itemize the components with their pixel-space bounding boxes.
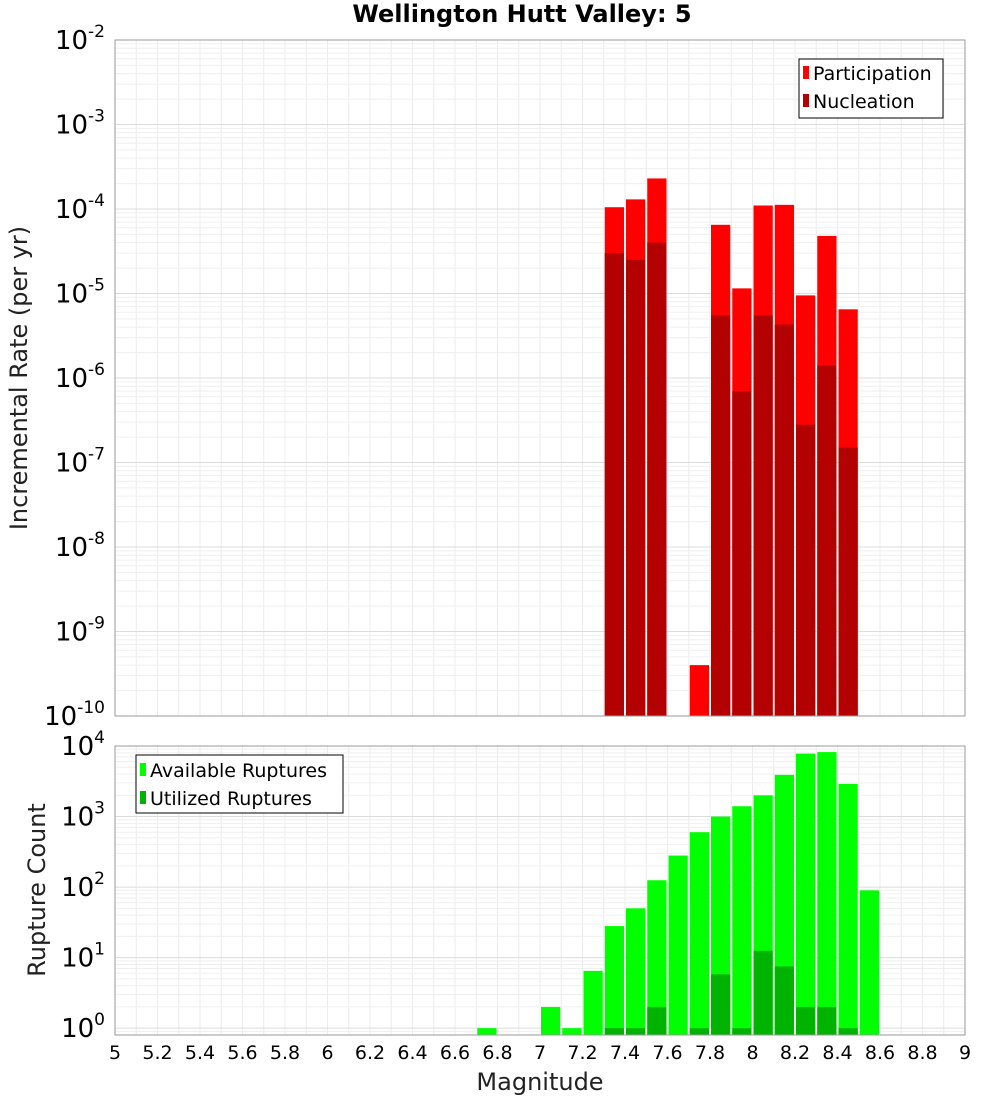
top-y-axis-label: Incremental Rate (per yr)	[5, 226, 33, 530]
x-tick-label: 7	[534, 1042, 546, 1064]
top-bar-nucleation	[774, 324, 794, 716]
x-tick-label: 6.2	[355, 1042, 385, 1064]
x-tick-label: 5.6	[227, 1042, 257, 1064]
top-y-tick-label: 10-6	[55, 360, 105, 394]
bottom-bar-utilized-ruptures	[689, 1028, 709, 1035]
legend-swatch-nucleation	[803, 94, 809, 107]
top-plot-frame	[114, 39, 966, 717]
bottom-bar-available-ruptures	[817, 752, 837, 1035]
bottom-bar-utilized-ruptures	[817, 1006, 837, 1035]
x-tick-label: 6.8	[482, 1042, 512, 1064]
bottom-y-tick-label: 101	[61, 940, 105, 974]
top-bar-nucleation	[817, 365, 837, 716]
top-y-tick-label: 10-5	[55, 276, 105, 310]
top-panel: 10-10 10-9 10-8 10-7 10-6 10-5 10-4 10-3 10-2 In…	[5, 22, 966, 732]
top-y-ticks: 10-10 10-9 10-8 10-7 10-6 10-5 10-4 10-3 10-2	[44, 22, 105, 732]
x-tick-label: 6.4	[397, 1042, 427, 1064]
bottom-bar-available-ruptures	[689, 832, 709, 1035]
x-tick-label: 8.8	[907, 1042, 937, 1064]
bottom-plot-frame	[114, 745, 966, 1036]
top-bar-nucleation	[604, 253, 624, 716]
bottom-bar-available-ruptures	[732, 806, 752, 1035]
top-legend: Participation Nucleation	[798, 58, 944, 119]
bottom-y-axis-label: Rupture Count	[23, 803, 51, 977]
top-y-tick-label: 10-3	[55, 107, 105, 141]
bottom-bar-utilized-ruptures	[604, 1028, 624, 1035]
top-bar-nucleation	[753, 315, 773, 716]
x-tick-label: 6	[321, 1042, 333, 1064]
bottom-bar-available-ruptures	[626, 908, 646, 1035]
top-bars	[604, 178, 858, 717]
bottom-y-ticks: 100 101 102 103 104	[61, 728, 105, 1044]
legend-swatch-available	[140, 763, 146, 776]
x-axis-label: Magnitude	[476, 1068, 603, 1096]
bottom-bar-available-ruptures	[477, 1028, 497, 1035]
top-y-tick-label: 10-2	[55, 22, 105, 56]
bottom-bar-utilized-ruptures	[647, 1006, 667, 1035]
top-bar-nucleation	[626, 259, 646, 716]
x-tick-label: 7.8	[695, 1042, 725, 1064]
x-tick-label: 7.6	[652, 1042, 682, 1064]
legend-label-nucleation: Nucleation	[813, 91, 915, 113]
top-bar-nucleation	[796, 424, 816, 716]
legend-swatch-utilized	[140, 791, 146, 804]
x-tick-label: 8.2	[780, 1042, 810, 1064]
x-tick-label: 8	[746, 1042, 758, 1064]
bottom-bar-utilized-ruptures	[796, 1006, 816, 1035]
x-tick-label: 9	[959, 1042, 971, 1064]
top-y-tick-label: 10-4	[55, 191, 105, 225]
bottom-y-tick-label: 103	[61, 799, 105, 833]
bottom-bar-available-ruptures	[562, 1028, 582, 1035]
top-bar-nucleation	[732, 391, 752, 716]
bottom-bar-available-ruptures	[583, 970, 603, 1035]
bottom-y-tick-label: 100	[61, 1010, 105, 1044]
x-tick-label: 8.4	[822, 1042, 852, 1064]
legend-label-utilized: Utilized Ruptures	[150, 788, 312, 810]
x-tick-label: 7.4	[610, 1042, 640, 1064]
bottom-y-tick-label: 102	[61, 869, 105, 903]
bottom-bar-available-ruptures	[668, 855, 688, 1035]
bottom-bar-available-ruptures	[541, 1006, 561, 1035]
top-y-tick-label: 10-10	[44, 698, 105, 732]
legend-label-participation: Participation	[813, 63, 932, 85]
x-tick-label: 7.2	[567, 1042, 597, 1064]
bottom-bar-utilized-ruptures	[711, 974, 731, 1035]
bottom-panel: 100 101 102 103 104 5 5.2 5.4 5.6 5.8 6 6.2 6.4 6.6 6…	[23, 728, 971, 1096]
chart-title: Wellington Hutt Valley: 5	[352, 0, 691, 28]
top-y-tick-label: 10-8	[55, 529, 105, 563]
top-grid	[115, 39, 965, 717]
top-bar-participation	[689, 665, 709, 716]
bottom-bar-utilized-ruptures	[626, 1028, 646, 1035]
top-bar-nucleation	[838, 447, 858, 716]
bottom-y-tick-label: 104	[61, 728, 105, 762]
x-tick-label: 6.6	[440, 1042, 470, 1064]
x-tick-label: 5.8	[270, 1042, 300, 1064]
bottom-legend: Available Ruptures Utilized Ruptures	[135, 754, 344, 814]
bottom-bar-utilized-ruptures	[774, 966, 794, 1035]
bottom-legend-box	[135, 754, 344, 814]
bottom-bar-available-ruptures	[796, 753, 816, 1035]
bottom-bars	[477, 752, 879, 1035]
bottom-bar-utilized-ruptures	[838, 1028, 858, 1035]
x-tick-label: 5.4	[185, 1042, 215, 1064]
top-y-tick-label: 10-9	[55, 614, 105, 648]
x-tick-label: 5.2	[142, 1042, 172, 1064]
top-legend-box	[798, 58, 944, 119]
x-tick-label: 5	[109, 1042, 121, 1064]
legend-swatch-participation	[803, 66, 809, 79]
top-y-tick-label: 10-7	[55, 445, 105, 479]
top-bar-nucleation	[647, 242, 667, 717]
x-ticks: 5 5.2 5.4 5.6 5.8 6 6.2 6.4 6.6 6.8 7 7.2 7.4 7.6 7.8 8…	[109, 1042, 971, 1064]
bottom-bar-available-ruptures	[604, 926, 624, 1035]
bottom-bar-available-ruptures	[838, 783, 858, 1035]
legend-label-available: Available Ruptures	[150, 760, 327, 782]
bottom-bar-available-ruptures	[859, 890, 879, 1035]
x-tick-label: 8.6	[865, 1042, 895, 1064]
bottom-bar-available-ruptures	[647, 880, 667, 1035]
bottom-bar-utilized-ruptures	[753, 950, 773, 1035]
bottom-bar-utilized-ruptures	[732, 1028, 752, 1035]
top-bar-nucleation	[711, 315, 731, 716]
